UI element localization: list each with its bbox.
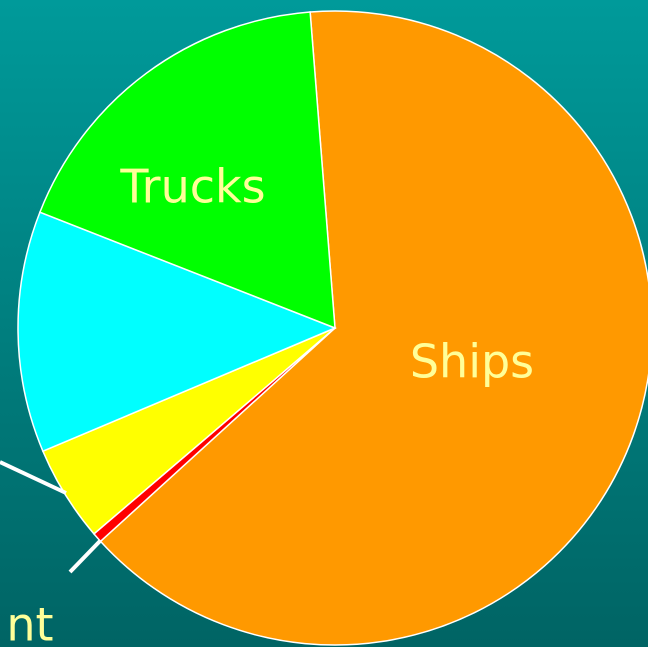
slice-label: nt — [6, 598, 53, 647]
pie-slice — [99, 10, 648, 646]
pie-slice — [38, 11, 336, 330]
pie — [17, 10, 648, 646]
pie-slice — [17, 211, 337, 453]
labels: Ships nt Trucks — [6, 160, 534, 647]
slice-label: Trucks — [119, 160, 265, 214]
slice-label: Ships — [410, 335, 534, 389]
leader-line — [68, 539, 102, 574]
leader-line — [0, 460, 67, 495]
